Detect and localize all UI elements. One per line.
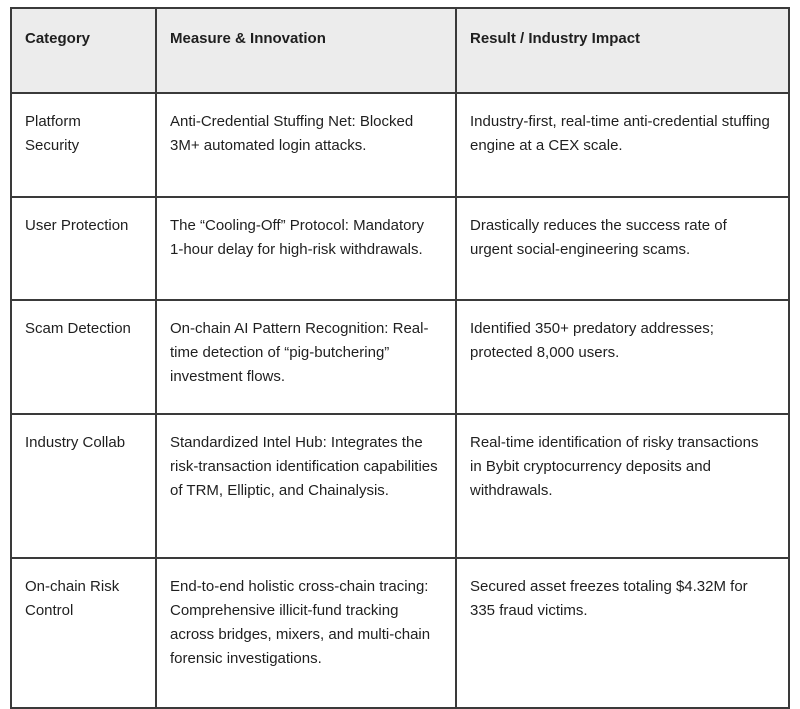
cell-category: Industry Collab	[10, 413, 157, 559]
cell-category: Platform Security	[10, 92, 157, 198]
cell-measure: Standardized Intel Hub: Integrates the r…	[155, 413, 457, 559]
cell-category: Scam Detection	[10, 299, 157, 415]
column-header-category: Category	[10, 7, 157, 94]
column-header-result: Result / Industry Impact	[455, 7, 790, 94]
security-measures-table: Category Measure & Innovation Result / I…	[10, 7, 790, 709]
cell-result: Identified 350+ predatory addresses; pro…	[455, 299, 790, 415]
cell-result: Industry-first, real-time anti-credentia…	[455, 92, 790, 198]
cell-result: Drastically reduces the success rate of …	[455, 196, 790, 301]
table-row: User Protection The “Cooling-Off” Protoc…	[10, 196, 790, 301]
cell-result: Secured asset freezes totaling $4.32M fo…	[455, 557, 790, 709]
cell-result: Real-time identification of risky transa…	[455, 413, 790, 559]
table-header-row: Category Measure & Innovation Result / I…	[10, 7, 790, 94]
cell-category: User Protection	[10, 196, 157, 301]
table-row: Scam Detection On-chain AI Pattern Recog…	[10, 299, 790, 415]
cell-category: On-chain Risk Control	[10, 557, 157, 709]
cell-measure: The “Cooling-Off” Protocol: Mandatory 1-…	[155, 196, 457, 301]
cell-measure: End-to-end holistic cross-chain tracing:…	[155, 557, 457, 709]
table-row: Platform Security Anti-Credential Stuffi…	[10, 92, 790, 198]
cell-measure: Anti-Credential Stuffing Net: Blocked 3M…	[155, 92, 457, 198]
column-header-measure: Measure & Innovation	[155, 7, 457, 94]
cell-measure: On-chain AI Pattern Recognition: Real-ti…	[155, 299, 457, 415]
table-row: On-chain Risk Control End-to-end holisti…	[10, 557, 790, 709]
table-row: Industry Collab Standardized Intel Hub: …	[10, 413, 790, 559]
